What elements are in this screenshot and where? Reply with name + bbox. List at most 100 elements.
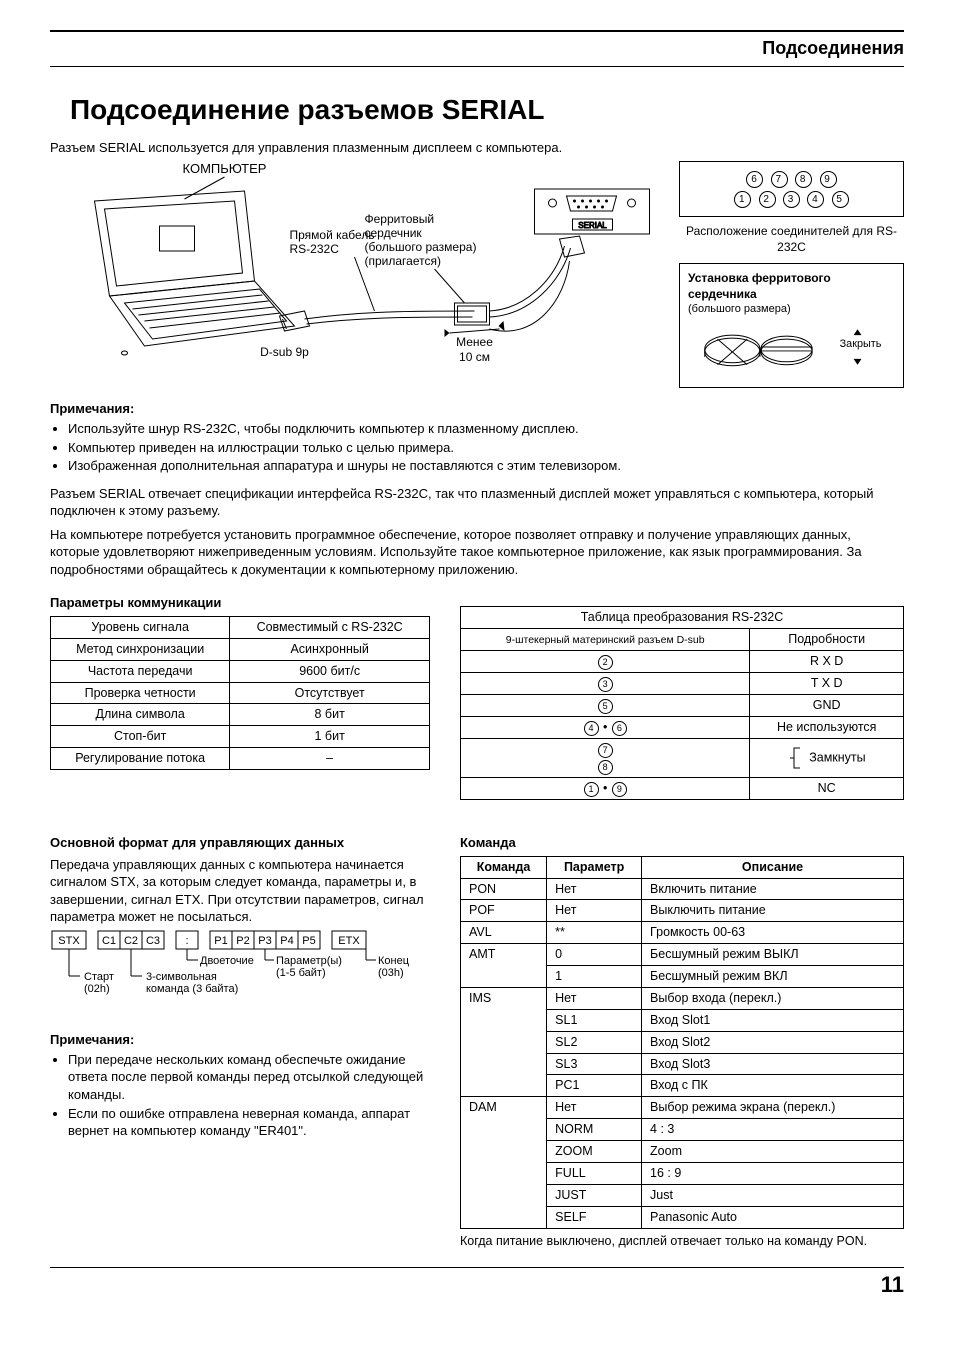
table-cell: 1 — [547, 966, 642, 988]
intro-text: Разъем SERIAL используется для управлени… — [50, 139, 904, 157]
table-cell: – — [230, 748, 430, 770]
format-diagram: STX C1 C2 C3 : P1 P2 P3 P4 — [50, 926, 430, 1021]
table-cell: Метод синхронизации — [51, 638, 230, 660]
table-cell: Включить питание — [642, 878, 904, 900]
notes1-item: Компьютер приведен на иллюстрации только… — [68, 439, 904, 457]
table-cell: Отсутствует — [230, 682, 430, 704]
table-header: Подробности — [750, 629, 904, 651]
table-cell: Уровень сигнала — [51, 616, 230, 638]
commands-note: Когда питание выключено, дисплей отвечае… — [460, 1233, 904, 1250]
svg-text:Менее: Менее — [456, 335, 493, 349]
table-cell: Частота передачи — [51, 660, 230, 682]
svg-text:D-sub 9p: D-sub 9p — [260, 345, 309, 359]
table-cell: 8 бит — [230, 704, 430, 726]
format-title: Основной формат для управляющих данных — [50, 834, 430, 852]
table-cell: 78 — [461, 739, 750, 778]
section-header: Подсоединения — [50, 36, 904, 60]
table-cell: 4 • 6 — [461, 717, 750, 739]
connection-diagram: КОМПЬЮТЕР D-sub 9p — [50, 161, 669, 376]
table-cell: Длина символа — [51, 704, 230, 726]
notes2-title: Примечания: — [50, 1031, 430, 1049]
rule-top — [50, 30, 904, 32]
table-cell: Замкнуты — [750, 739, 904, 778]
svg-text:3-символьная: 3-символьная — [146, 971, 217, 983]
table-cell: 16 : 9 — [642, 1162, 904, 1184]
svg-text:(02h): (02h) — [84, 983, 110, 995]
svg-text:P5: P5 — [302, 935, 315, 947]
table-cell: Выбор входа (перекл.) — [642, 987, 904, 1009]
table-cell: SL1 — [547, 1009, 642, 1031]
table-header: 9-штекерный материнский разъем D-sub — [461, 629, 750, 651]
svg-text:Ферритовый: Ферритовый — [365, 212, 435, 226]
table-cell: AVL — [461, 922, 547, 944]
table-cell: NORM — [547, 1119, 642, 1141]
table-cell: Нет — [547, 987, 642, 1009]
table-cell: Вход Slot2 — [642, 1031, 904, 1053]
table-cell: Совместимый с RS-232C — [230, 616, 430, 638]
svg-text:команда (3 байта): команда (3 байта) — [146, 983, 238, 995]
table-cell: Panasonic Auto — [642, 1206, 904, 1228]
table-cell: Бесшумный режим ВЫКЛ — [642, 944, 904, 966]
table-cell: NC — [750, 778, 904, 800]
svg-text:Старт: Старт — [84, 971, 114, 983]
notes1-item: Используйте шнур RS-232C, чтобы подключи… — [68, 420, 904, 438]
table-cell: Нет — [547, 878, 642, 900]
svg-text:ETX: ETX — [338, 935, 360, 947]
comm-params-title: Параметры коммуникации — [50, 594, 430, 612]
table-cell: SL2 — [547, 1031, 642, 1053]
svg-text:STX: STX — [58, 935, 80, 947]
pin-layout-box: 6 7 8 9 1 2 3 4 5 — [679, 161, 904, 217]
comm-params-table: Уровень сигналаСовместимый с RS-232CМето… — [50, 616, 430, 770]
pin-row-bottom: 1 2 3 4 5 — [688, 190, 895, 208]
page-title: Подсоединение разъемов SERIAL — [70, 91, 904, 129]
ferrite-install-box: Установка ферритового сердечника (большо… — [679, 263, 904, 388]
svg-text::: : — [185, 935, 188, 947]
notes2-item: Если по ошибке отправлена неверная коман… — [68, 1105, 430, 1140]
commands-title: Команда — [460, 834, 904, 852]
rule-thin-1 — [50, 66, 904, 67]
table-cell: T X D — [750, 673, 904, 695]
svg-text:RS-232C: RS-232C — [290, 242, 340, 256]
pin-caption: Расположение соединителей для RS-232C — [679, 223, 904, 255]
table-cell: IMS — [461, 987, 547, 1096]
svg-text:Конец: Конец — [378, 955, 410, 967]
notes1-item: Изображенная дополнительная аппаратура и… — [68, 457, 904, 475]
table-cell: Бесшумный режим ВКЛ — [642, 966, 904, 988]
table-cell: 5 — [461, 695, 750, 717]
svg-text:(большого размера): (большого размера) — [365, 240, 477, 254]
conversion-table: Таблица преобразования RS-232C9-штекерны… — [460, 606, 904, 800]
table-cell: 1 бит — [230, 726, 430, 748]
table-cell: Нет — [547, 900, 642, 922]
table-cell: Не используются — [750, 717, 904, 739]
table-cell: 9600 бит/с — [230, 660, 430, 682]
table-cell: 2 — [461, 651, 750, 673]
table-cell: Вход с ПК — [642, 1075, 904, 1097]
table-cell: ZOOM — [547, 1141, 642, 1163]
pin-row-top: 6 7 8 9 — [688, 170, 895, 188]
svg-text:Закрыть: Закрыть — [840, 338, 882, 350]
table-cell: Нет — [547, 1097, 642, 1119]
svg-text:C3: C3 — [146, 935, 160, 947]
notes1-list: Используйте шнур RS-232C, чтобы подключи… — [68, 420, 904, 475]
table-cell: Выбор режима экрана (перекл.) — [642, 1097, 904, 1119]
svg-text:(прилагается): (прилагается) — [365, 254, 441, 268]
tables-row: Параметры коммуникации Уровень сигналаСо… — [50, 584, 904, 800]
table-header: Команда — [461, 856, 547, 878]
diagram-right: 6 7 8 9 1 2 3 4 5 Расположение соедините… — [679, 161, 904, 395]
svg-text:10 см: 10 см — [459, 350, 490, 364]
diagram-left: КОМПЬЮТЕР D-sub 9p — [50, 161, 669, 381]
ferrite-title: Установка ферритового сердечника — [688, 270, 895, 302]
paragraph-2: На компьютере потребуется установить про… — [50, 526, 904, 579]
footer-rule — [50, 1267, 904, 1268]
svg-text:C2: C2 — [124, 935, 138, 947]
table-cell: Регулирование потока — [51, 748, 230, 770]
svg-text:(03h): (03h) — [378, 967, 404, 979]
page-number: 11 — [50, 1270, 904, 1300]
table-cell: Стоп-бит — [51, 726, 230, 748]
svg-text:КОМПЬЮТЕР: КОМПЬЮТЕР — [183, 161, 267, 176]
table-cell: Вход Slot1 — [642, 1009, 904, 1031]
table-cell: 0 — [547, 944, 642, 966]
table-cell: FULL — [547, 1162, 642, 1184]
table-cell: Just — [642, 1184, 904, 1206]
table-cell: ** — [547, 922, 642, 944]
